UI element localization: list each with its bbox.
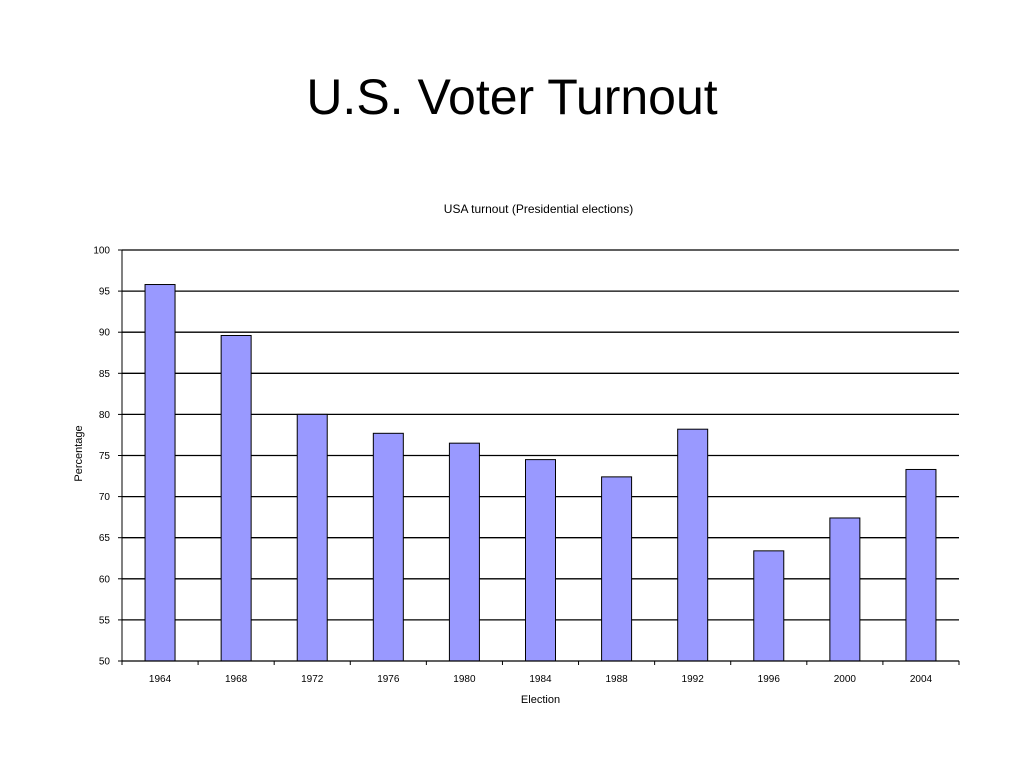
y-tick-label: 85 (99, 369, 111, 380)
bar-1992 (677, 428, 709, 662)
x-tick-label: 1964 (149, 674, 172, 685)
chart-title: USA turnout (Presidential elections) (444, 202, 633, 216)
bar-1996 (753, 550, 785, 662)
x-tick-label: 1976 (377, 674, 400, 685)
x-tick-label: 1968 (225, 674, 248, 685)
bar-1988 (601, 476, 633, 662)
y-tick-label: 100 (93, 246, 110, 257)
bar-1980 (448, 442, 480, 662)
x-tick-label: 1972 (301, 674, 324, 685)
y-tick-label: 70 (99, 492, 111, 503)
x-tick-label: 2004 (910, 674, 933, 685)
y-tick-label: 60 (99, 574, 111, 585)
x-tick-label: 1984 (529, 674, 552, 685)
bar-1964 (144, 284, 176, 662)
x-tick-label: 1996 (758, 674, 781, 685)
bar-1976 (372, 432, 404, 662)
bar-1968 (220, 334, 252, 662)
axes (121, 250, 960, 665)
x-tick-label: 2000 (834, 674, 857, 685)
y-tick-label: 50 (99, 657, 111, 668)
bar-2004 (905, 468, 937, 662)
y-axis-title: Percentage (73, 425, 85, 481)
x-axis-title: Election (521, 694, 560, 706)
bars (144, 284, 937, 662)
y-tick-label: 65 (99, 533, 111, 544)
y-tick-label: 95 (99, 287, 111, 298)
x-tick-label: 1988 (605, 674, 628, 685)
bar-1972 (296, 413, 328, 662)
y-tick-label: 80 (99, 410, 111, 421)
slide-title: U.S. Voter Turnout (306, 69, 718, 125)
bar-2000 (829, 517, 861, 662)
x-tick-label: 1980 (453, 674, 476, 685)
x-tick-label: 1992 (682, 674, 705, 685)
y-tick-labels: 50 55 60 65 70 75 80 85 90 95 100 (93, 246, 110, 668)
y-tick-label: 75 (99, 451, 111, 462)
y-tick-label: 55 (99, 615, 111, 626)
x-tick-labels: 1964 1968 1972 1976 1980 1984 1988 1992 1996 2000… (149, 674, 933, 685)
y-tick-label: 90 (99, 328, 111, 339)
bar-1984 (525, 459, 556, 662)
